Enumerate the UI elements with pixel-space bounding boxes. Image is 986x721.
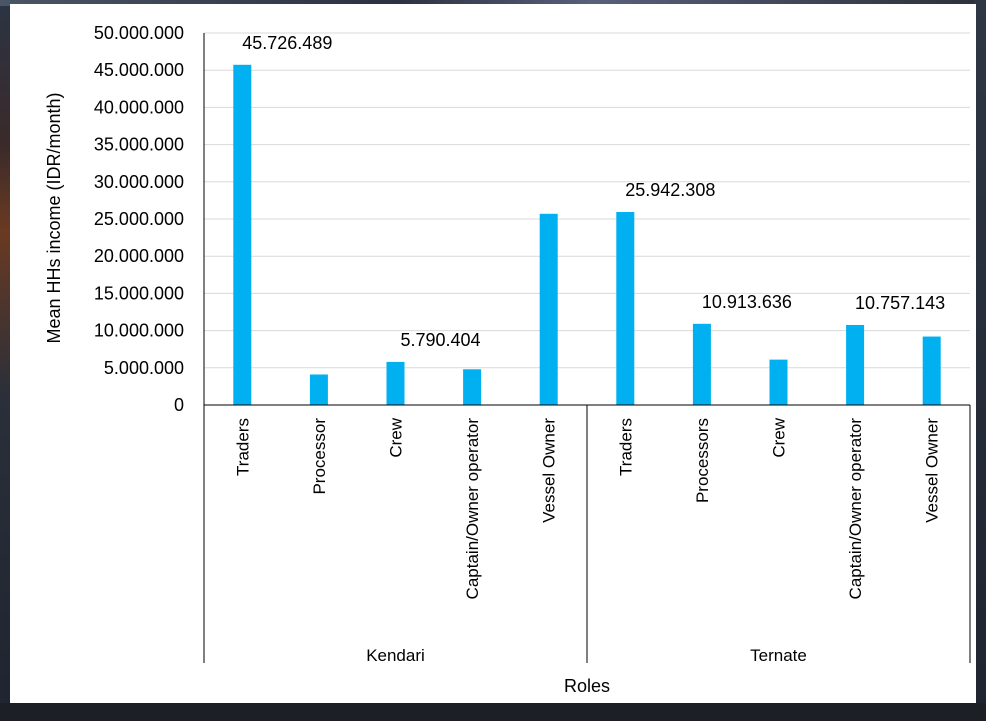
chart-panel: 0 5.000.000 10.000.000 15.000.000 20.000.000…: [10, 4, 976, 703]
x-group-labels: Kendari Ternate: [366, 646, 807, 665]
bar: [386, 361, 405, 405]
y-tick-label: 50.000.000: [94, 23, 184, 43]
bar: [233, 64, 252, 405]
x-category-label: Traders: [616, 418, 635, 476]
background-top-edge: [0, 0, 986, 6]
data-label: 25.942.308: [625, 180, 715, 200]
background-right-edge: [974, 0, 986, 721]
x-category-label: Processors: [693, 418, 712, 503]
y-tick-label: 10.000.000: [94, 321, 184, 341]
x-group-label: Kendari: [366, 646, 425, 665]
x-category-label: Processor: [310, 418, 329, 495]
y-tick-label: 30.000.000: [94, 172, 184, 192]
x-category-labels: Traders Processor Crew Captain/Owner operat…: [233, 417, 941, 599]
y-tick-label: 45.000.000: [94, 60, 184, 80]
data-label: 45.726.489: [242, 33, 332, 53]
x-category-label: Crew: [770, 417, 789, 457]
y-tick-label: 0: [174, 395, 184, 415]
y-tick-label: 40.000.000: [94, 97, 184, 117]
x-category-label: Crew: [387, 417, 406, 457]
axes: [203, 33, 971, 663]
x-category-label: Traders: [233, 418, 252, 476]
y-tick-label: 35.000.000: [94, 135, 184, 155]
data-labels: 45.726.489 5.790.404 25.942.308 10.913.636 1…: [242, 33, 945, 350]
data-label: 5.790.404: [400, 330, 480, 350]
bar: [616, 211, 635, 405]
y-axis-ticks: 0 5.000.000 10.000.000 15.000.000 20.000.000…: [94, 23, 184, 415]
data-label: 10.913.636: [702, 292, 792, 312]
background-left-edge: [0, 0, 12, 721]
gridlines: [204, 32, 970, 369]
bar: [309, 374, 328, 405]
x-axis-title: Roles: [564, 676, 610, 696]
bars: [233, 64, 941, 405]
x-category-label: Vessel Owner: [923, 418, 942, 523]
bar-chart: 0 5.000.000 10.000.000 15.000.000 20.000.000…: [44, 23, 971, 696]
y-tick-label: 15.000.000: [94, 283, 184, 303]
y-tick-label: 20.000.000: [94, 246, 184, 266]
bar: [846, 324, 865, 405]
x-category-label: Captain/Owner operator: [463, 418, 482, 600]
background-bottom-edge: [0, 703, 986, 721]
x-category-label: Captain/Owner operator: [846, 418, 865, 600]
data-label: 10.757.143: [855, 293, 945, 313]
bar: [692, 323, 711, 405]
x-category-label: Vessel Owner: [540, 418, 559, 523]
bar: [769, 359, 788, 405]
y-tick-label: 5.000.000: [104, 358, 184, 378]
y-axis-title: Mean HHs income (IDR/month): [44, 92, 64, 343]
x-group-label: Ternate: [750, 646, 807, 665]
bar: [922, 336, 941, 405]
bar: [539, 213, 558, 405]
y-tick-label: 25.000.000: [94, 209, 184, 229]
bar: [463, 369, 482, 405]
